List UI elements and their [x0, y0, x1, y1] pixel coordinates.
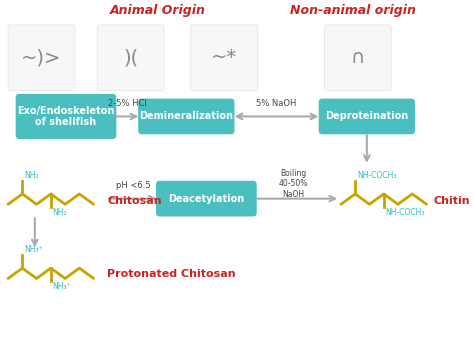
Text: NH₂: NH₂ [24, 171, 39, 180]
Text: Deacetylation: Deacetylation [168, 193, 245, 204]
Text: Deproteination: Deproteination [325, 111, 409, 121]
Text: Demineralization: Demineralization [139, 111, 233, 121]
Text: Non-animal origin: Non-animal origin [291, 4, 416, 17]
FancyBboxPatch shape [319, 99, 415, 134]
FancyBboxPatch shape [156, 181, 257, 217]
Text: Protonated Chitosan: Protonated Chitosan [108, 269, 236, 279]
Text: pH <6.5: pH <6.5 [116, 181, 150, 190]
FancyBboxPatch shape [325, 25, 392, 91]
FancyBboxPatch shape [8, 25, 75, 91]
Text: )(: )( [123, 48, 138, 67]
Text: 5% NaOH: 5% NaOH [256, 99, 297, 108]
Text: ~*: ~* [211, 48, 237, 67]
FancyBboxPatch shape [16, 94, 116, 139]
Text: NH₂: NH₂ [53, 208, 67, 217]
Text: Exo/Endoskeleton
of shellfish: Exo/Endoskeleton of shellfish [18, 106, 115, 127]
Text: NH₃⁺: NH₃⁺ [24, 245, 43, 254]
Text: Boiling
40-50%
NaOH: Boiling 40-50% NaOH [279, 169, 308, 198]
Text: 2-5% HCl: 2-5% HCl [108, 99, 147, 108]
FancyBboxPatch shape [191, 25, 258, 91]
Text: ~)>: ~)> [21, 48, 62, 67]
Text: ∩: ∩ [351, 48, 365, 67]
Text: Animal Origin: Animal Origin [109, 4, 205, 17]
Text: NH-COCH₃: NH-COCH₃ [385, 208, 425, 217]
Text: NH₃⁺: NH₃⁺ [53, 282, 72, 291]
Text: Chitin: Chitin [434, 196, 470, 206]
Text: Chitosan: Chitosan [108, 196, 162, 206]
FancyBboxPatch shape [138, 99, 235, 134]
FancyBboxPatch shape [97, 25, 164, 91]
Text: NH-COCH₃: NH-COCH₃ [357, 171, 396, 180]
